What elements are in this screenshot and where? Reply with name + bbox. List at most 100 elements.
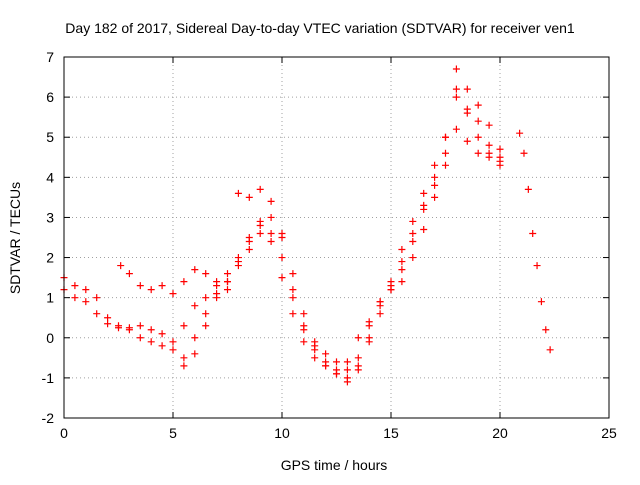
x-tick-label: 10 [274,425,290,441]
data-point [191,302,199,310]
data-point [420,189,428,197]
data-point [474,117,482,125]
data-point [533,262,541,270]
data-point [420,225,428,233]
y-tick-label: -1 [42,370,55,386]
data-point [409,217,417,225]
data-point [136,322,144,330]
x-tick-label: 25 [601,425,617,441]
data-point [224,286,231,294]
data-point [537,298,545,306]
data-point [520,149,528,157]
data-point [409,254,417,262]
data-point [431,161,439,169]
y-tick-label: -2 [42,410,55,426]
data-point [256,221,264,229]
y-tick-label: 6 [46,89,54,105]
data-point [93,294,101,302]
data-point [147,286,155,294]
data-point [158,282,166,290]
data-point [496,153,504,161]
series-track-e [516,129,554,354]
x-axis-label: GPS time / hours [281,457,388,473]
data-point [117,262,125,270]
data-point [409,229,417,237]
data-point [180,362,188,370]
y-tick-label: 2 [46,250,54,266]
data-point [169,290,177,298]
data-points [60,65,554,386]
data-point [267,213,275,221]
data-point [191,334,199,342]
data-point [496,145,504,153]
data-point [191,266,199,274]
data-point [300,338,308,346]
data-point [365,318,373,326]
x-tick-label: 0 [60,425,68,441]
data-point [311,354,319,362]
data-point [180,354,188,362]
data-point [452,125,460,133]
x-tick-label: 5 [169,425,177,441]
data-point [343,358,351,366]
data-point [158,342,166,350]
data-point [158,330,166,338]
data-point [278,274,286,282]
data-point [125,270,133,278]
data-point [224,270,231,278]
data-point [82,298,90,306]
data-point [474,133,482,141]
data-point [376,310,384,318]
data-point [245,238,253,246]
data-point [202,270,210,278]
data-point [213,294,221,302]
x-tick-label: 15 [383,425,399,441]
y-tick-label: 5 [46,129,54,145]
data-point [485,141,493,149]
data-point [524,185,532,193]
data-point [343,366,351,374]
data-point [300,310,308,318]
data-point [93,310,101,318]
data-point [169,346,177,354]
data-point [474,101,482,109]
data-point [256,229,264,237]
data-point [202,310,210,318]
data-point [398,246,406,254]
data-point [245,193,253,201]
data-point [343,378,351,386]
data-point [376,298,384,306]
data-point [442,149,449,157]
y-tick-label: 4 [46,169,54,185]
data-point [452,65,460,73]
data-point [202,322,210,330]
data-point [452,93,460,101]
data-point [354,362,362,370]
data-point [180,278,188,286]
y-tick-label: 1 [46,290,54,306]
y-tick-label: 3 [46,209,54,225]
data-point [546,346,554,354]
data-point [354,334,362,342]
data-point [278,234,286,241]
data-point [529,229,537,237]
data-point [322,358,330,366]
plot-frame [63,56,610,419]
data-point [234,189,242,197]
data-point [463,137,471,145]
data-point [322,350,330,358]
data-point [333,370,340,378]
axis-tick-labels: 0 5 10 15 20 25 -2 -1 0 1 2 3 4 5 6 7 [42,49,617,441]
data-point [136,282,144,290]
x-tick-label: 20 [492,425,508,441]
chart-title: Day 182 of 2017, Sidereal Day-to-day VTE… [65,20,575,36]
data-point [289,270,297,278]
data-point [542,326,550,334]
data-point [104,314,112,322]
series-track-d [180,93,504,374]
data-point [147,326,155,334]
data-point [191,350,199,358]
data-point [115,324,122,332]
